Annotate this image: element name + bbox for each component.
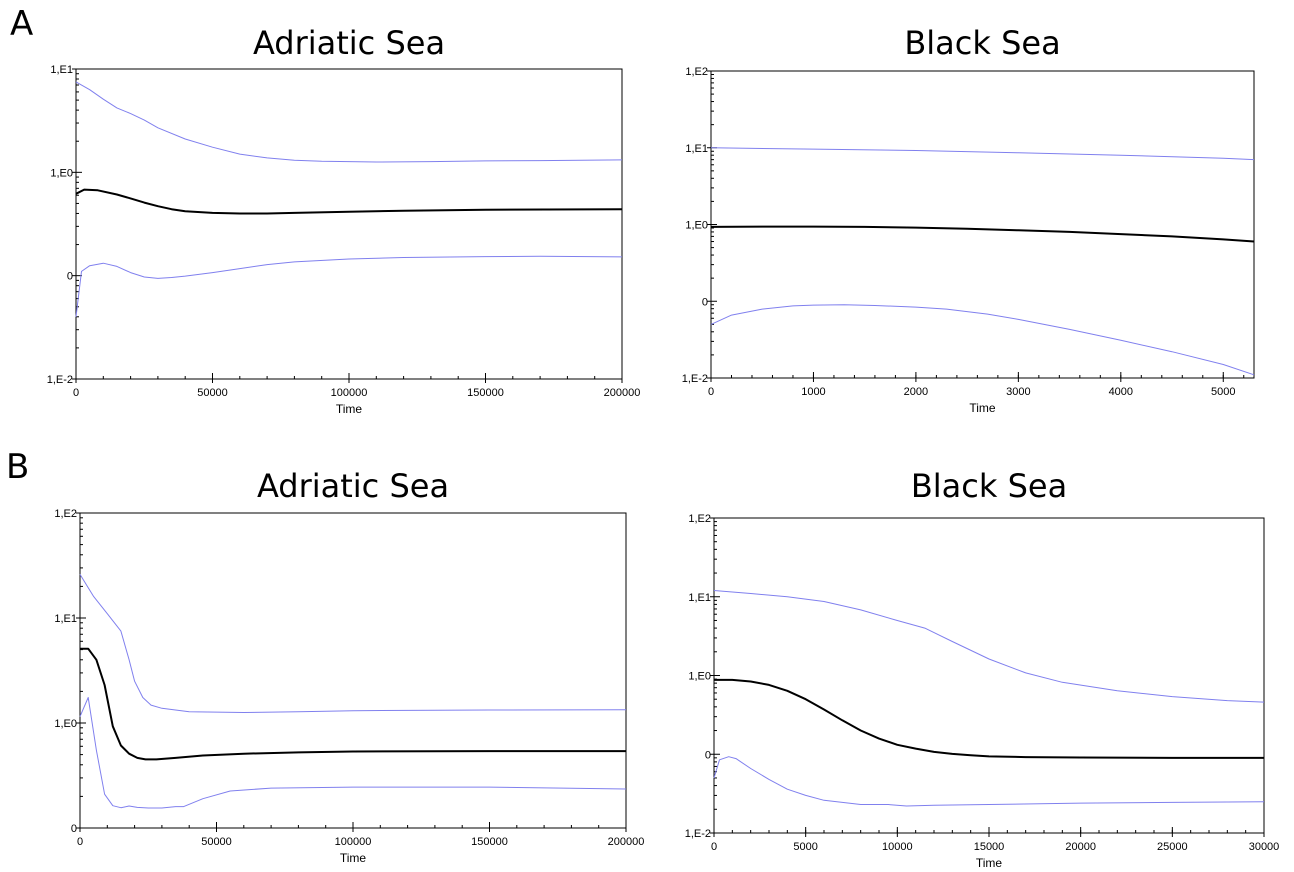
panel-label-b: B	[6, 447, 29, 487]
series-upper-line	[75, 81, 623, 163]
x-tick-label: 25000	[1157, 841, 1188, 853]
y-tick-label: 1,E0	[50, 167, 73, 179]
x-tick-label: 4000	[1109, 386, 1133, 398]
x-tick-label: 150000	[471, 836, 508, 848]
x-axis-label: Time	[340, 851, 367, 865]
plot-frame	[713, 517, 1265, 834]
chart-title: Black Sea	[911, 467, 1067, 505]
x-tick-label: 0	[77, 836, 83, 848]
x-tick-label: 3000	[1006, 386, 1030, 398]
y-tick-label: 1,E1	[685, 143, 708, 155]
x-tick-label: 1000	[801, 386, 825, 398]
x-tick-label: 5000	[1211, 386, 1235, 398]
series-median-line	[710, 225, 1255, 243]
y-tick-label: 1,E0	[685, 220, 708, 232]
y-tick-label: 1,E-2	[685, 828, 711, 840]
x-tick-label: 20000	[1065, 841, 1096, 853]
y-tick-label: 0	[702, 296, 708, 308]
x-tick-label: 10000	[882, 841, 913, 853]
y-tick-label: 1,E2	[685, 66, 708, 78]
y-tick-label: 1,E1	[688, 592, 711, 604]
y-tick-label: 0	[67, 271, 73, 283]
series-lower-line	[710, 304, 1255, 376]
x-tick-label: 200000	[608, 836, 645, 848]
x-tick-label: 5000	[793, 841, 817, 853]
x-tick-label: 2000	[904, 386, 928, 398]
y-tick-label: 0	[71, 823, 77, 835]
chart-2: Adriatic Sea 0 1,E0 1,E1 1,E2 0 50000 100000 150…	[54, 467, 644, 865]
series-lower-line	[713, 756, 1265, 807]
plot-frame	[75, 68, 623, 380]
plot-frame	[710, 70, 1255, 379]
x-tick-label: 0	[711, 841, 717, 853]
series-upper-line	[710, 147, 1255, 161]
chart-title: Adriatic Sea	[253, 24, 445, 62]
x-tick-label: 0	[708, 386, 714, 398]
y-tick-label: 1,E1	[50, 64, 73, 76]
series-median-line	[80, 647, 626, 761]
x-tick-label: 0	[73, 387, 79, 399]
x-tick-label: 15000	[974, 841, 1005, 853]
x-axis-label: Time	[976, 856, 1003, 870]
series-lower-line	[75, 255, 623, 317]
y-tick-label: 1,E0	[54, 718, 77, 730]
x-tick-label: 100000	[331, 387, 368, 399]
y-tick-label: 1,E1	[54, 613, 77, 625]
x-tick-label: 200000	[604, 387, 641, 399]
y-tick-label: 1,E0	[688, 671, 711, 683]
x-axis-label: Time	[969, 401, 996, 415]
series-median-line	[714, 678, 1264, 759]
x-tick-label: 50000	[197, 387, 228, 399]
x-tick-label: 150000	[467, 387, 504, 399]
x-tick-label: 100000	[335, 836, 372, 848]
y-tick-label: 0	[705, 749, 711, 761]
x-tick-label: 50000	[201, 836, 232, 848]
series-lower-line	[79, 697, 627, 809]
y-tick-label: 1,E2	[688, 513, 711, 525]
y-tick-label: 1,E2	[54, 508, 77, 520]
x-tick-label: 30000	[1249, 841, 1280, 853]
plot-frame	[79, 512, 627, 829]
series-upper-line	[79, 574, 627, 713]
y-tick-label: 1,E-2	[682, 373, 708, 385]
series-median-line	[75, 188, 623, 215]
chart-title: Black Sea	[904, 24, 1060, 62]
panel-label-a: A	[10, 4, 33, 44]
x-axis-label: Time	[336, 402, 363, 416]
chart-title: Adriatic Sea	[257, 467, 449, 505]
y-tick-label: 1,E-2	[47, 374, 73, 386]
series-upper-line	[713, 590, 1265, 703]
